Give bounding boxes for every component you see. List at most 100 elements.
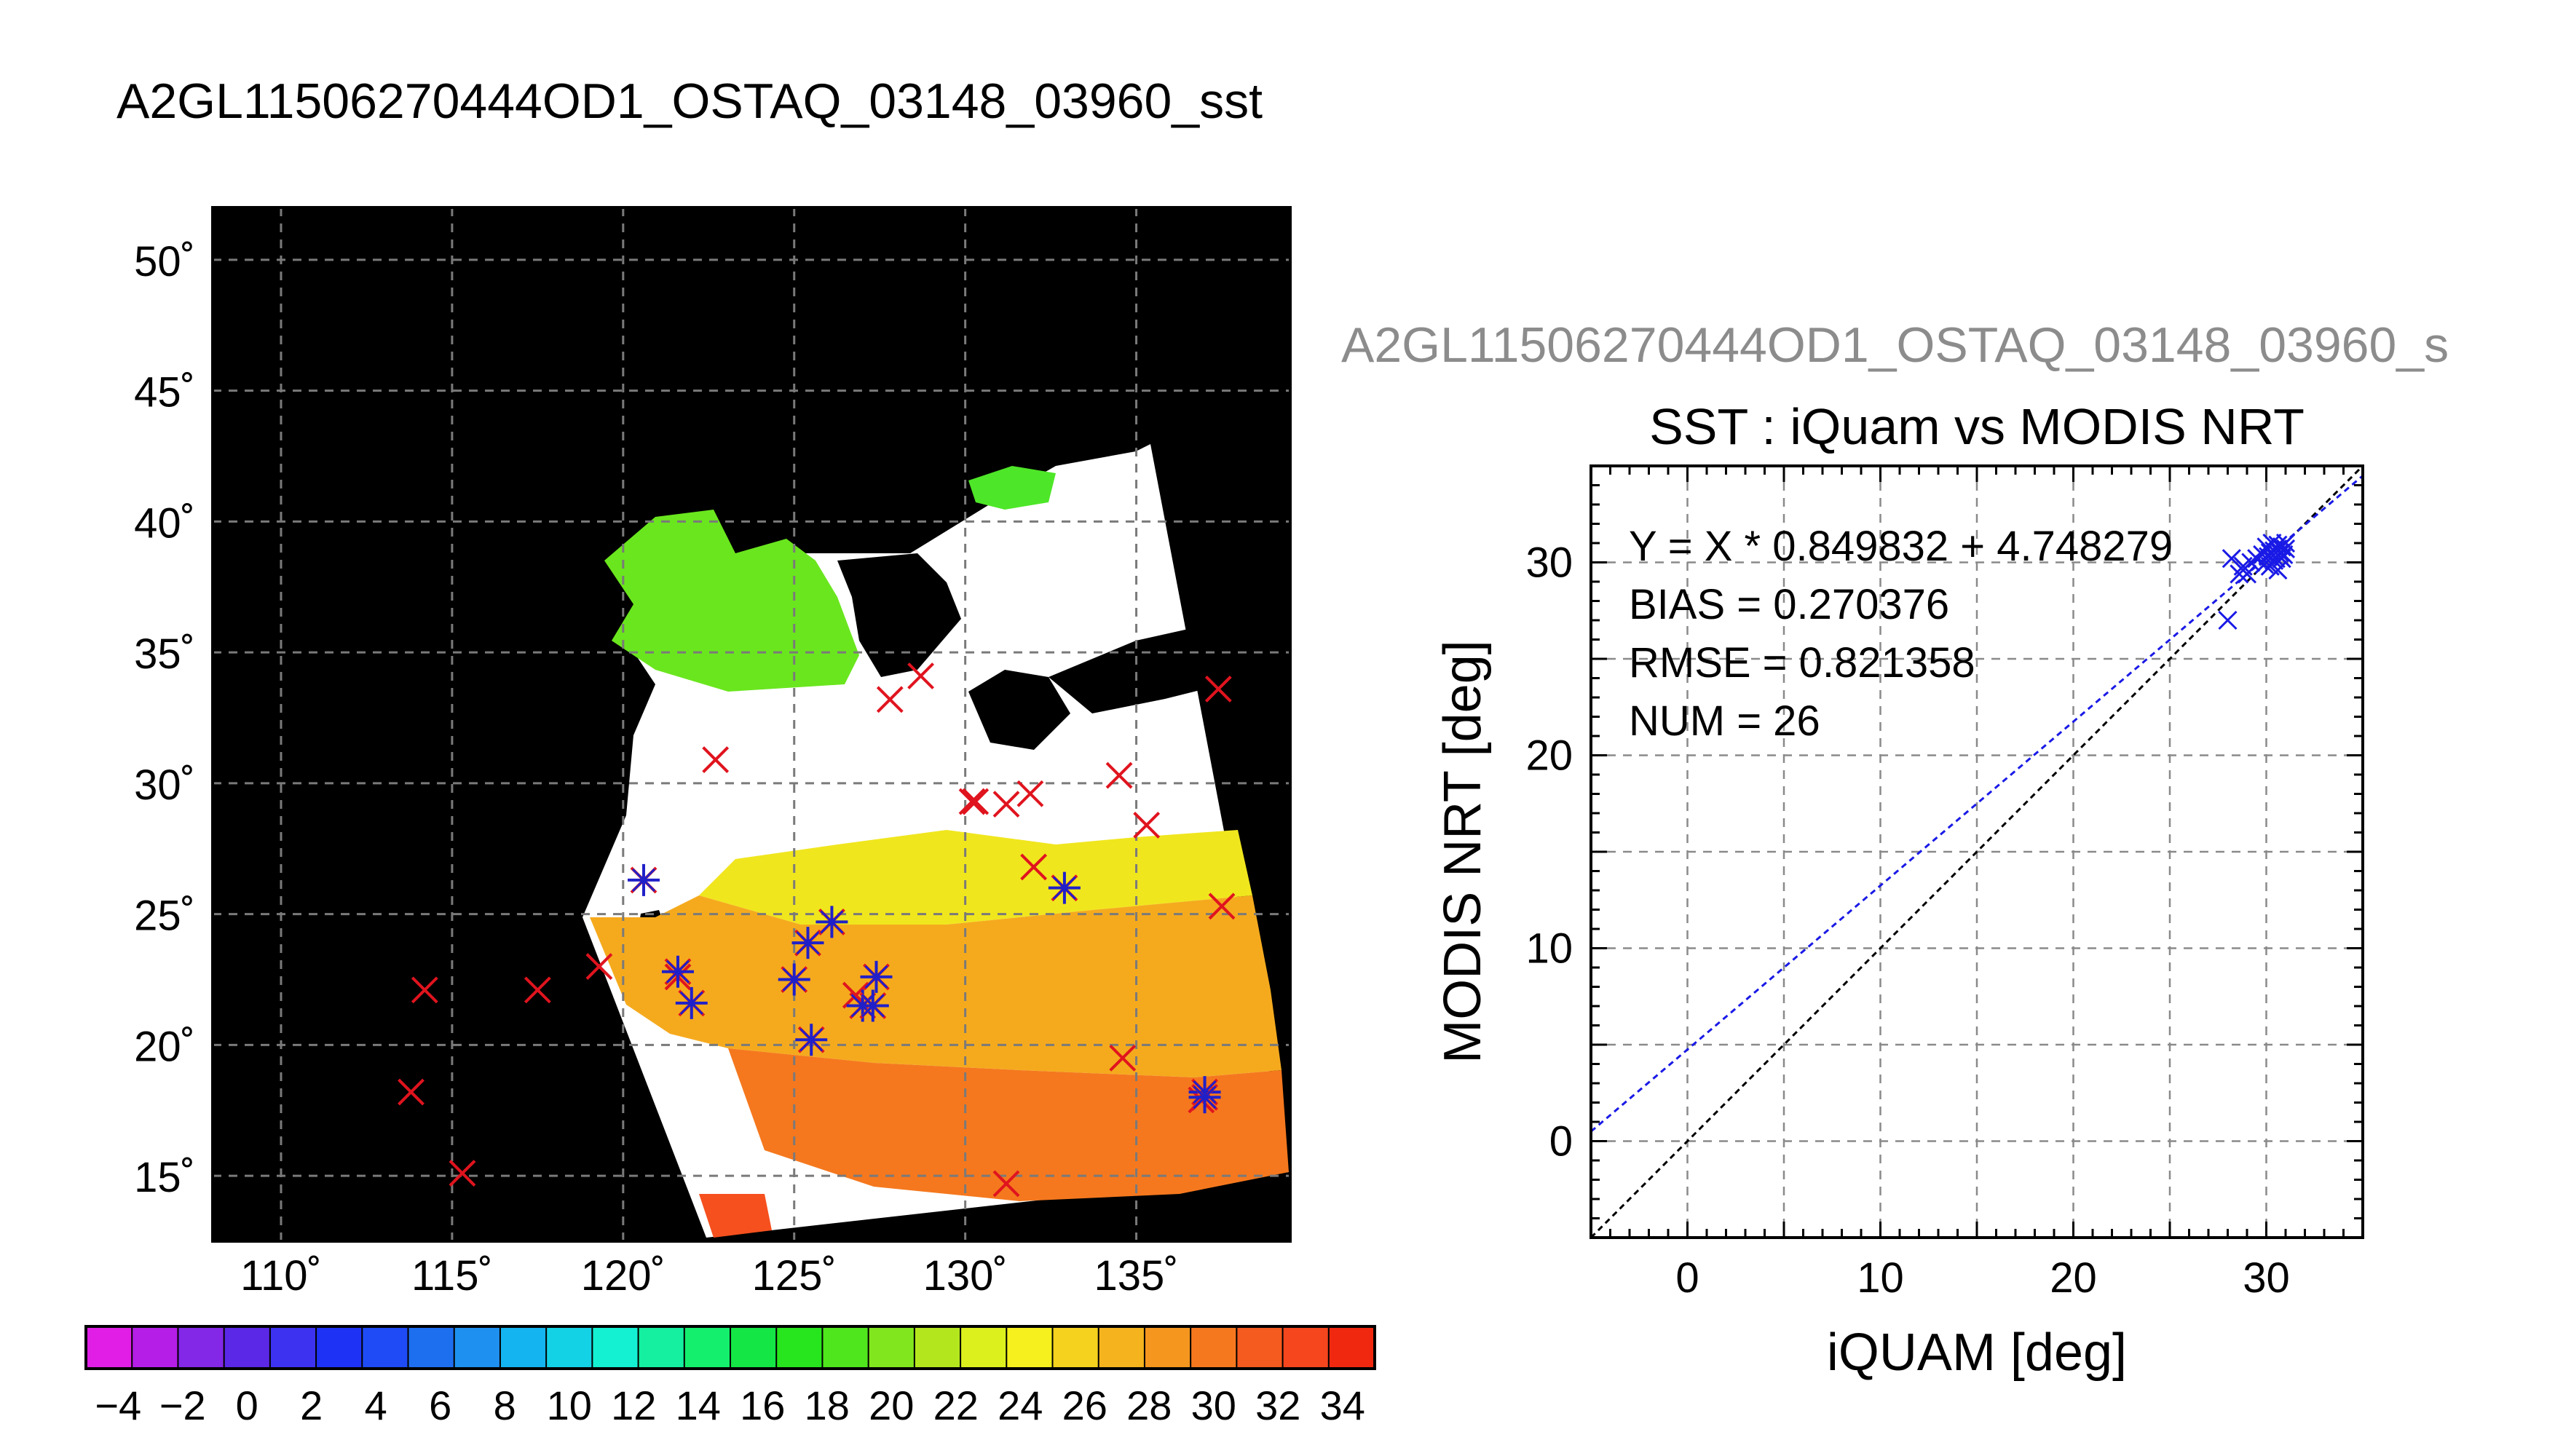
page-title: A2GL11506270444OD1_OSTAQ_03148_03960_sst	[117, 74, 1263, 129]
scatter-x-tick-label: 0	[1675, 1254, 1699, 1302]
colorbar-tick-label: 24	[998, 1382, 1043, 1428]
matched-marker	[860, 960, 893, 993]
colorbar-cell	[1006, 1326, 1054, 1369]
colorbar-tick-label: 16	[740, 1382, 785, 1428]
colorbar-tick-label: 18	[805, 1382, 850, 1428]
colorbar-cell	[1098, 1326, 1145, 1369]
colorbar-tick-label: 30	[1191, 1382, 1236, 1428]
colorbar-cell	[960, 1326, 1008, 1369]
stat-bias: BIAS = 0.270376	[1629, 581, 1949, 628]
swath-green	[604, 510, 859, 692]
swath-green-north	[968, 466, 1056, 510]
colorbar-cell	[499, 1326, 548, 1369]
colorbar-cell	[868, 1326, 915, 1369]
iquam-marker	[1208, 893, 1236, 920]
scatter-y-tick-labels: 0 10 20 30	[1525, 539, 1573, 1166]
colorbar-tick-label: 0	[236, 1382, 258, 1428]
colorbar-tick-label: 6	[429, 1382, 451, 1428]
lon-tick-label: 115˚	[411, 1252, 493, 1299]
scatter-x-tick-label: 30	[2243, 1254, 2290, 1302]
matched-marker	[795, 1024, 828, 1056]
scatter-point	[2270, 543, 2290, 563]
colorbar-tick-label: 4	[365, 1382, 387, 1428]
sst-map: 50˚ 45˚ 40˚ 35˚ 30˚ 25˚ 20˚ 15˚ 110˚ 115˚ 120˚ 125…	[134, 206, 1292, 1299]
lon-tick-label: 135˚	[1094, 1252, 1179, 1299]
colorbar-tick-label: −4	[95, 1382, 141, 1428]
colorbar-cell	[638, 1326, 685, 1369]
lat-tick-label: 20˚	[134, 1023, 195, 1070]
map-grid	[213, 207, 1290, 1241]
scatter-x-tick-label: 20	[2050, 1254, 2097, 1302]
colorbar-tick-label: 32	[1255, 1382, 1300, 1428]
scatter-subtitle: A2GL11506270444OD1_OSTAQ_03148_03960_s	[1341, 317, 2449, 373]
colorbar-cell	[132, 1326, 179, 1369]
colorbar-tick-label: −2	[159, 1382, 206, 1428]
colorbar-cell	[730, 1326, 778, 1369]
colorbar-tick-label: 34	[1320, 1382, 1365, 1428]
lat-tick-label: 45˚	[134, 369, 195, 416]
iquam-marker	[876, 686, 904, 713]
iquam-marker	[1020, 853, 1048, 881]
matched-marker	[778, 963, 810, 996]
colorbar-cell	[684, 1326, 731, 1369]
colorbar-frame	[84, 1325, 1376, 1370]
colorbar-cell	[776, 1326, 824, 1369]
land-kyushu	[968, 670, 1070, 750]
scatter-point	[2247, 549, 2267, 569]
lat-tick-labels: 50˚ 45˚ 40˚ 35˚ 30˚ 25˚ 20˚ 15˚	[134, 238, 195, 1201]
scatter-point	[2266, 543, 2286, 563]
land-korea-japan	[837, 553, 961, 677]
colorbar-cell	[1190, 1326, 1238, 1369]
scatter-frame	[1590, 464, 2364, 1239]
lon-tick-labels: 110˚ 115˚ 120˚ 125˚ 130˚ 135˚	[240, 1252, 1179, 1299]
colorbar-cell	[86, 1326, 133, 1369]
matched-marker	[661, 955, 694, 988]
colorbar-cell	[822, 1326, 869, 1369]
colorbar-tick-label: 12	[611, 1382, 656, 1428]
lon-tick-label: 120˚	[581, 1252, 666, 1299]
scatter-point	[2260, 543, 2280, 563]
iquam-marker	[1016, 780, 1044, 807]
swath-dark-orange	[728, 1048, 1289, 1201]
map-frame	[211, 206, 1292, 1243]
lat-tick-label: 25˚	[134, 893, 195, 940]
colorbar-tick-label: 20	[869, 1382, 914, 1428]
colorbar-cell	[224, 1326, 271, 1369]
lon-tick-label: 130˚	[923, 1252, 1008, 1299]
iquam-marker	[992, 791, 1020, 818]
iquam-marker	[958, 788, 986, 815]
swath-yellow	[699, 830, 1252, 925]
iquam-marker	[702, 746, 730, 773]
iquam-marker	[585, 953, 613, 980]
colorbar-tick-label: 26	[1062, 1382, 1107, 1428]
colorbar-cell	[592, 1326, 639, 1369]
lon-tick-label: 125˚	[752, 1252, 837, 1299]
colorbar-tick-label: 2	[300, 1382, 323, 1428]
scatter-xlabel: iQUAM [deg]	[1827, 1324, 2127, 1382]
iquam-marker	[992, 1170, 1020, 1198]
scatter-point	[2237, 564, 2257, 584]
colorbar-cell	[546, 1326, 593, 1369]
scatter-x-tick-label: 10	[1857, 1254, 1904, 1302]
iquam-marker	[398, 1078, 424, 1106]
lat-tick-label: 50˚	[134, 238, 195, 285]
matched-marker	[1048, 871, 1081, 904]
lon-tick-label: 110˚	[240, 1252, 322, 1299]
iquam-marker	[1109, 1044, 1137, 1072]
colorbar-cell	[269, 1326, 317, 1369]
iquam-marker	[1133, 811, 1161, 839]
iquam-marker	[1105, 761, 1133, 789]
colorbar-tick-label: 8	[494, 1382, 516, 1428]
colorbar-cell	[1144, 1326, 1192, 1369]
colorbar-cell	[1236, 1326, 1284, 1369]
stat-num: NUM = 26	[1629, 697, 1820, 745]
scatter-plot: A2GL11506270444OD1_OSTAQ_03148_03960_s S…	[1341, 317, 2449, 1382]
matched-marker	[675, 986, 708, 1019]
colorbar-tick-label: 28	[1126, 1382, 1172, 1428]
colorbar-cell	[362, 1326, 409, 1369]
swath-orange	[590, 895, 1282, 1077]
colorbar-cell	[1052, 1326, 1099, 1369]
stat-rmse: RMSE = 0.821358	[1629, 639, 1975, 687]
land-honshu	[1049, 626, 1252, 713]
